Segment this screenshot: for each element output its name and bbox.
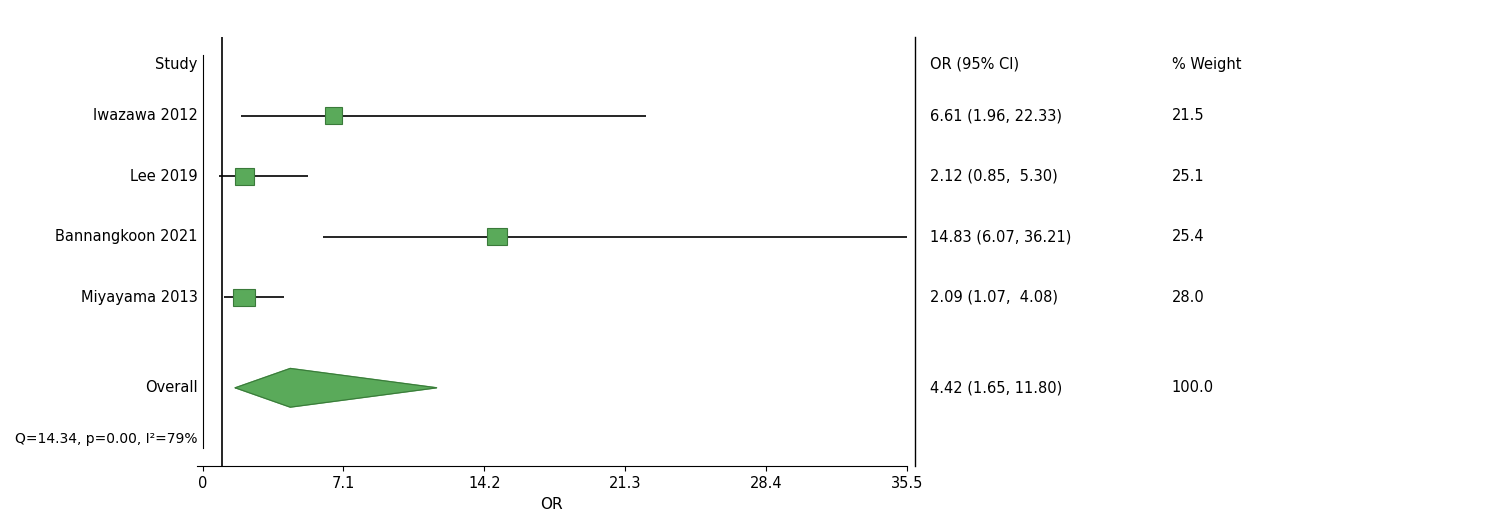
Text: 25.4: 25.4 <box>1172 229 1205 244</box>
Text: 2.12 (0.85,  5.30): 2.12 (0.85, 5.30) <box>930 169 1057 184</box>
Text: 25.1: 25.1 <box>1172 169 1205 184</box>
Text: 6.61 (1.96, 22.33): 6.61 (1.96, 22.33) <box>930 108 1061 123</box>
Text: Bannangkoon 2021: Bannangkoon 2021 <box>54 229 198 244</box>
Text: 28.0: 28.0 <box>1172 289 1205 305</box>
Bar <box>234 167 254 184</box>
X-axis label: OR: OR <box>541 497 562 511</box>
Bar <box>487 228 507 245</box>
Text: 14.83 (6.07, 36.21): 14.83 (6.07, 36.21) <box>930 229 1072 244</box>
Text: 100.0: 100.0 <box>1172 381 1214 395</box>
Text: Q=14.34, p=0.00, I²=79%: Q=14.34, p=0.00, I²=79% <box>15 432 198 446</box>
Text: OR (95% CI): OR (95% CI) <box>930 57 1019 72</box>
Text: Miyayama 2013: Miyayama 2013 <box>80 289 198 305</box>
Text: 4.42 (1.65, 11.80): 4.42 (1.65, 11.80) <box>930 381 1061 395</box>
Text: 21.5: 21.5 <box>1172 108 1205 123</box>
Text: Lee 2019: Lee 2019 <box>130 169 198 184</box>
Bar <box>325 107 342 124</box>
Text: % Weight: % Weight <box>1172 57 1241 72</box>
Text: Iwazawa 2012: Iwazawa 2012 <box>92 108 198 123</box>
Bar <box>233 289 256 306</box>
Text: Study: Study <box>156 57 198 72</box>
Text: 2.09 (1.07,  4.08): 2.09 (1.07, 4.08) <box>930 289 1058 305</box>
Polygon shape <box>236 368 437 407</box>
Text: Overall: Overall <box>145 381 198 395</box>
